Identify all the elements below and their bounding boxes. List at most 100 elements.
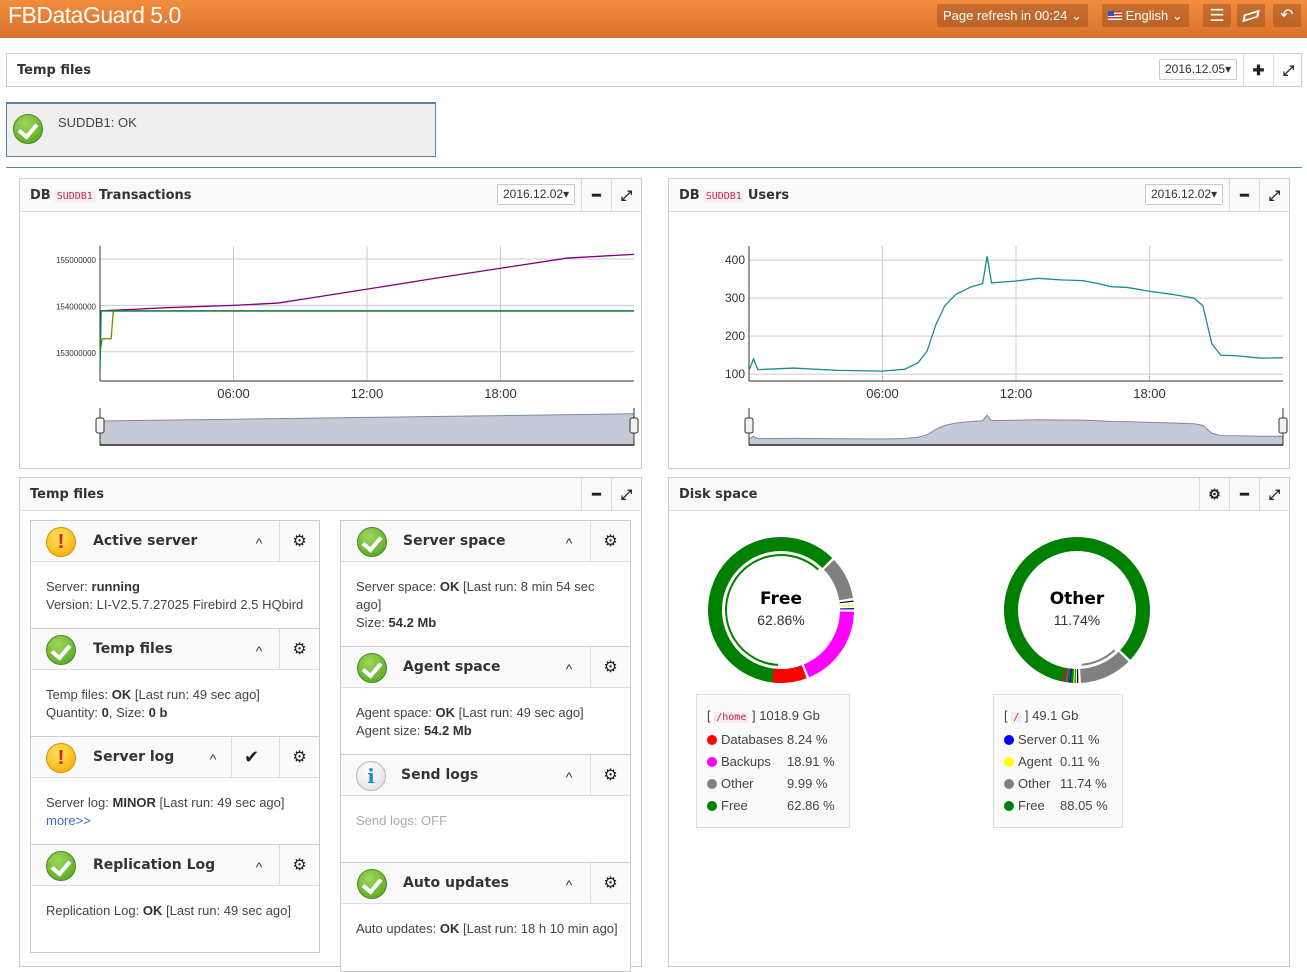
status: OK	[143, 903, 163, 918]
legend-dot-icon	[1004, 757, 1014, 767]
settings-button[interactable]: ⚙	[590, 755, 630, 796]
ok-check-icon	[357, 869, 387, 899]
warning-icon: !	[46, 743, 76, 773]
checkmark-icon: ✔	[244, 747, 259, 767]
settings-button[interactable]: ⚙	[1199, 478, 1229, 511]
gear-icon: ⚙	[603, 767, 617, 784]
acknowledge-button[interactable]: ✔	[231, 737, 271, 778]
db-tag: SUDDB1	[703, 190, 745, 203]
more-link[interactable]: more>>	[46, 813, 91, 828]
hamburger-icon: ☰	[1209, 6, 1224, 25]
clear-button[interactable]	[1237, 4, 1265, 27]
status: OK	[440, 579, 460, 594]
language-dropdown[interactable]: English ⌄	[1102, 4, 1189, 27]
x-tick-label: 12:00	[1000, 386, 1033, 401]
add-button[interactable]: ✚	[1243, 54, 1273, 87]
collapse-button[interactable]: ━	[1229, 478, 1259, 511]
expand-button[interactable]: ⤢	[1259, 179, 1289, 212]
navigator-handle[interactable]	[745, 418, 753, 433]
navigator-handle[interactable]	[630, 418, 638, 433]
card-title: Temp files	[93, 641, 173, 657]
page-refresh-dropdown[interactable]: Page refresh in 00:24 ⌄	[937, 4, 1088, 27]
settings-button[interactable]: ⚙	[279, 629, 319, 670]
collapse-chevron-up-icon[interactable]: ^	[554, 863, 584, 904]
settings-button[interactable]: ⚙	[279, 521, 319, 562]
settings-button[interactable]: ⚙	[279, 845, 319, 886]
collapse-button[interactable]: ━	[1229, 179, 1259, 212]
navigator-area	[749, 415, 1283, 445]
status: OK	[440, 921, 460, 936]
expand-button[interactable]: ⤢	[1259, 478, 1289, 511]
back-button[interactable]: ↶	[1273, 4, 1301, 27]
collapse-chevron-up-icon[interactable]: ^	[244, 629, 274, 670]
collapse-chevron-up-icon[interactable]: ^	[244, 521, 274, 562]
ok-check-icon	[13, 114, 43, 144]
navigator-handle[interactable]	[96, 418, 104, 433]
collapse-chevron-up-icon[interactable]: ^	[554, 521, 584, 562]
gear-icon: ⚙	[1208, 486, 1221, 502]
legend-value: 11.74 %	[1060, 776, 1107, 791]
gear-icon: ⚙	[603, 533, 617, 550]
mount-row: [ /home ] 1018.9 Gb	[707, 705, 839, 729]
send-logs-status: Send logs: OFF	[356, 812, 622, 830]
info-icon: i	[356, 761, 386, 791]
gear-icon: ⚙	[292, 641, 306, 658]
collapse-chevron-up-icon[interactable]: ^	[244, 845, 274, 886]
last-run: [Last run: 18 h 10 min ago]	[463, 921, 618, 936]
expand-button[interactable]: ⤢	[611, 478, 641, 511]
date-value: 2016.12.02	[1151, 187, 1211, 201]
y-tick-label: 153000000	[56, 349, 97, 358]
label: Server:	[46, 579, 88, 594]
settings-button[interactable]: ⚙	[279, 737, 319, 778]
menu-button[interactable]: ☰	[1203, 4, 1231, 27]
size: 54.2 Mb	[424, 723, 472, 738]
navigator-handle[interactable]	[1279, 418, 1287, 433]
back-icon: ↶	[1280, 7, 1293, 24]
donut-slice	[829, 565, 846, 599]
minus-icon: ━	[1240, 486, 1248, 502]
top-temp-files-panel: Temp files 2016.12.05▾ ✚ ⤢	[6, 53, 1302, 87]
status: MINOR	[113, 795, 156, 810]
disk-size: 1018.9 Gb	[759, 708, 820, 723]
collapse-chevron-up-icon[interactable]: ^	[554, 647, 584, 688]
collapse-chevron-up-icon[interactable]: ^	[198, 737, 228, 778]
collapse-button[interactable]: ━	[581, 478, 611, 511]
ok-check-icon	[46, 635, 76, 665]
donut-center-title: Free	[760, 589, 802, 609]
collapse-chevron-up-icon[interactable]: ^	[554, 755, 584, 796]
legend-dot-icon	[1004, 779, 1014, 789]
date-selector[interactable]: 2016.12.02▾	[1145, 184, 1223, 205]
legend-label: Other	[721, 773, 787, 795]
settings-button[interactable]: ⚙	[590, 647, 630, 688]
plus-icon: ✚	[1253, 62, 1265, 78]
panel-title: Temp files	[17, 63, 91, 78]
db-status-box[interactable]: SUDDB1: OK	[6, 102, 436, 157]
db-prefix: DB	[30, 188, 51, 203]
top-bar: FBDataGuard 5.0 Page refresh in 00:24 ⌄ …	[0, 0, 1307, 38]
label: Auto updates:	[356, 921, 436, 936]
collapse-button[interactable]: ━	[581, 179, 611, 212]
donut-slice	[806, 612, 847, 671]
expand-button[interactable]: ⤢	[611, 179, 641, 212]
last-run: [Last run: 49 sec ago]	[159, 795, 284, 810]
date-selector[interactable]: 2016.12.05▾	[1159, 59, 1237, 80]
size: 0 b	[149, 705, 168, 720]
minus-icon: ━	[592, 486, 600, 502]
refresh-label: Page refresh in 00:24	[943, 8, 1067, 23]
last-run: [Last run: 49 sec ago]	[459, 705, 584, 720]
settings-button[interactable]: ⚙	[590, 863, 630, 904]
gear-icon: ⚙	[292, 857, 306, 874]
settings-button[interactable]: ⚙	[590, 521, 630, 562]
label: Quantity:	[46, 705, 98, 720]
expand-button[interactable]: ⤢	[1273, 54, 1303, 87]
date-selector[interactable]: 2016.12.02▾	[497, 184, 575, 205]
